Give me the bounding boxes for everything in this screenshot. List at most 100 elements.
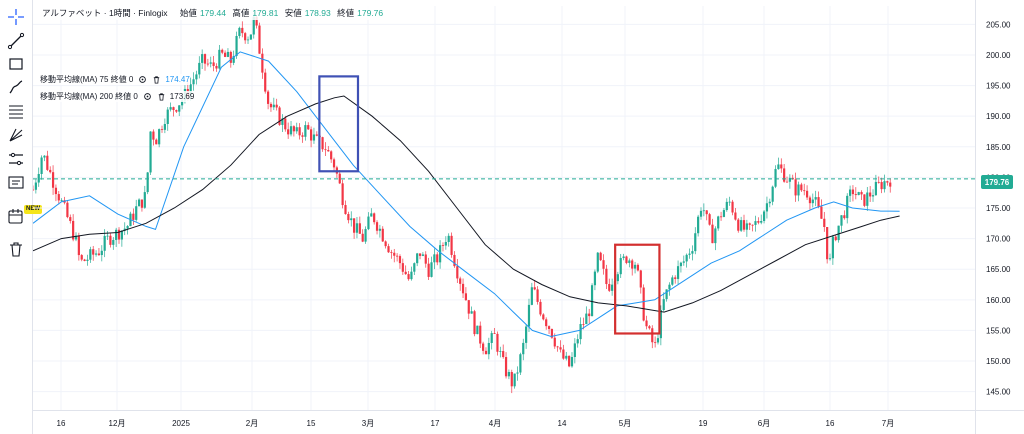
candle-body: [871, 195, 875, 197]
pitchfork-icon[interactable]: [4, 124, 28, 146]
settings-icon[interactable]: [143, 92, 152, 101]
candle-body: [834, 236, 837, 241]
candle-body: [602, 260, 605, 269]
candle-body: [232, 56, 235, 63]
candle-body: [117, 229, 121, 240]
candle-body: [92, 249, 95, 255]
candle-body: [195, 74, 198, 80]
y-tick-label: 185.00: [986, 143, 1011, 152]
candle-body: [826, 227, 829, 260]
candle-body: [550, 328, 554, 338]
x-tick-label: 19: [699, 419, 708, 428]
fib-icon[interactable]: [4, 100, 28, 122]
y-tick-label: 190.00: [986, 112, 1011, 121]
candle-body: [757, 221, 760, 223]
red-rectangle-annotation: [614, 243, 661, 335]
candle-body: [37, 173, 40, 183]
candle-body: [46, 155, 49, 170]
candle-body: [43, 155, 46, 158]
trend-line-icon[interactable]: [4, 30, 28, 52]
trash-icon[interactable]: [4, 238, 28, 260]
candle-body: [203, 54, 207, 64]
trash-icon[interactable]: [152, 75, 161, 84]
candle-body: [510, 372, 513, 387]
candle-body: [178, 105, 181, 112]
candle-body: [83, 259, 86, 261]
candle-body: [295, 127, 298, 132]
candle-body: [496, 333, 499, 352]
candle-body: [109, 235, 112, 245]
brush-icon[interactable]: [4, 76, 28, 98]
price-chart[interactable]: 145.00 150.00 155.00 160.00 165.00 170.00 175.…: [33, 0, 1024, 434]
candle-body: [513, 373, 516, 387]
candle-body: [439, 245, 442, 263]
candle-body: [866, 192, 869, 206]
candle-body: [401, 263, 404, 272]
candle-body: [304, 125, 307, 137]
candle-body: [754, 221, 757, 225]
candle-body: [436, 254, 439, 263]
candle-body: [175, 110, 178, 112]
candle-body: [785, 181, 789, 183]
trash-icon[interactable]: [157, 92, 166, 101]
candle-body: [330, 151, 333, 160]
candle-body: [298, 127, 301, 136]
candle-body: [780, 164, 783, 169]
candle-body: [470, 311, 473, 314]
candle-body: [444, 241, 447, 246]
candle-body: [768, 201, 771, 204]
candle-body: [152, 131, 155, 140]
y-tick-label: 150.00: [986, 357, 1011, 366]
candle-body: [450, 235, 453, 255]
candle-body: [805, 190, 809, 198]
new-badge: NEW: [24, 205, 42, 214]
candle-body: [312, 134, 316, 141]
candle-body: [742, 220, 746, 230]
candle-body: [430, 262, 433, 277]
rectangle-icon[interactable]: [4, 53, 28, 75]
candle-body: [120, 230, 123, 240]
candle-body: [636, 264, 640, 271]
measure-icon[interactable]: [4, 148, 28, 170]
text-note-icon[interactable]: [4, 172, 28, 194]
candle-body: [642, 287, 645, 321]
candle-body: [590, 285, 594, 317]
candle-body: [218, 49, 221, 69]
candle-body: [226, 51, 230, 57]
candle-body: [808, 197, 812, 204]
crosshair-icon[interactable]: [4, 6, 28, 28]
y-tick-label: 160.00: [986, 296, 1011, 305]
calendar-icon[interactable]: [4, 205, 28, 227]
candle-body: [456, 266, 459, 279]
candle-body: [877, 181, 880, 183]
candle-body: [748, 223, 751, 225]
candle-body: [679, 262, 683, 267]
x-tick-label: 12月: [109, 419, 126, 428]
candle-body: [367, 216, 370, 230]
candle-body: [568, 355, 571, 367]
candle-body: [404, 271, 407, 275]
candle-body: [831, 236, 834, 259]
candle-body: [484, 350, 488, 355]
candle-body: [843, 215, 846, 219]
candle-body: [565, 355, 568, 359]
ma75-legend[interactable]: 移動平均線(MA) 75 終値 0 174.47: [40, 74, 190, 85]
settings-icon[interactable]: [138, 75, 147, 84]
candle-body: [123, 228, 126, 231]
candle-body: [215, 65, 218, 69]
candle-body: [284, 118, 287, 130]
candle-body: [344, 205, 347, 215]
candle-body: [135, 206, 138, 220]
candle-body: [390, 252, 393, 254]
candle-body: [160, 129, 164, 130]
ma200-legend[interactable]: 移動平均線(MA) 200 終値 0 173.69: [40, 91, 195, 102]
candle-body: [424, 254, 427, 264]
candle-body: [172, 107, 175, 111]
close-value: 179.76: [357, 8, 384, 18]
candle-body: [266, 91, 270, 104]
candle-body: [682, 261, 685, 263]
candle-body: [51, 172, 55, 188]
candle-body: [665, 289, 668, 300]
candle-body: [880, 182, 883, 190]
candle-body: [671, 277, 674, 285]
